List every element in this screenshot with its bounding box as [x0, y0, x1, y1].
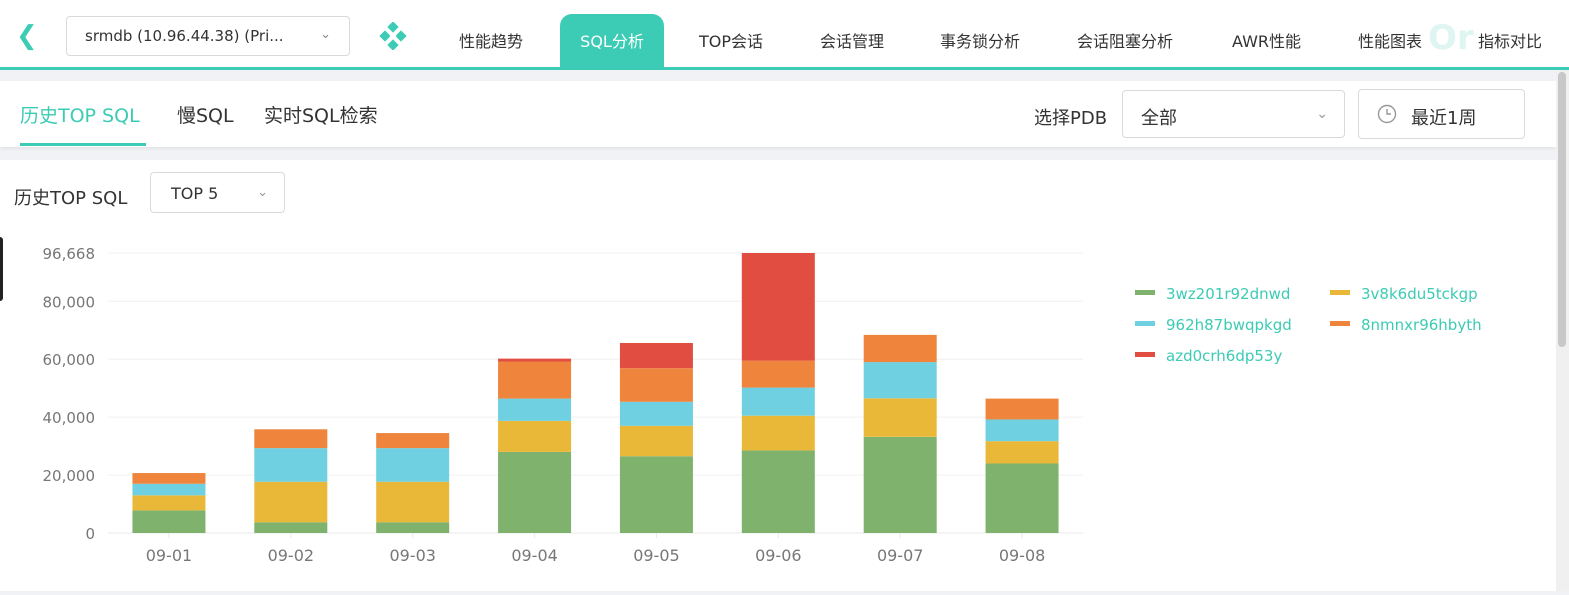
pdb-label: 选择PDB — [1034, 108, 1108, 129]
top-n-select-value: TOP 5 — [171, 184, 219, 203]
bar-segment — [498, 451, 572, 533]
bar-segment — [863, 398, 937, 437]
pdb-select-value: 全部 — [1141, 108, 1177, 129]
legend-label: azd0crh6dp53y — [1166, 347, 1282, 365]
stacked-bar-chart: 0 20,000 40,000 60,000 80,000 96,668 09-01 09-0… — [15, 238, 1532, 591]
tab-performance-trend[interactable]: 性能趋势 — [459, 32, 524, 51]
chevron-down-icon: ⌄ — [257, 185, 268, 200]
bar-segment — [985, 463, 1059, 533]
bar-segment — [254, 481, 328, 523]
tab-session-blocking-analysis[interactable]: 会话阻塞分析 — [1077, 32, 1174, 51]
legend-swatch — [1330, 321, 1350, 326]
bar-segment — [619, 368, 693, 402]
bar-segment — [985, 419, 1059, 442]
database-select-value: srmdb (10.96.44.38) (Pri... — [85, 27, 284, 45]
bar-segment — [741, 387, 815, 416]
scrollbar-thumb[interactable] — [1558, 72, 1566, 347]
tab-awr-performance[interactable]: AWR性能 — [1232, 32, 1302, 51]
chart-svg: 0 20,000 40,000 60,000 80,000 96,668 09-01 09-0… — [43, 245, 1482, 565]
bar-segment — [985, 441, 1059, 464]
chevron-down-icon: ⌄ — [1316, 106, 1328, 122]
bar-segment — [376, 481, 450, 523]
legend-swatch — [1135, 321, 1155, 326]
x-tick-label: 09-02 — [268, 546, 315, 565]
time-range-label: 最近1周 — [1411, 108, 1477, 129]
active-tab-underline — [20, 143, 146, 146]
bar-segment — [741, 415, 815, 451]
bar-segment — [376, 448, 450, 482]
y-tick-label: 0 — [85, 525, 95, 543]
bar-segment — [498, 398, 572, 421]
y-tick-label: 96,668 — [43, 245, 96, 263]
database-select[interactable]: srmdb (10.96.44.38) (Pri... ⌄ — [66, 16, 350, 56]
bar-segment — [132, 510, 206, 533]
page-scrollbar[interactable] — [1556, 70, 1569, 591]
tab-performance-charts[interactable]: 性能图表 — [1358, 32, 1423, 51]
bar-segment — [741, 253, 815, 361]
top-n-select[interactable]: TOP 5 ⌄ — [150, 172, 285, 213]
tab-metric-comparison[interactable]: 指标对比 — [1478, 32, 1543, 51]
tab-top-sessions[interactable]: TOP会话 — [699, 32, 764, 51]
bar-segment — [863, 362, 937, 399]
chevron-down-icon: ⌄ — [320, 27, 331, 42]
bar-segment — [619, 456, 693, 533]
subtab-history-top-sql[interactable]: 历史TOP SQL — [20, 105, 140, 127]
x-tick-label: 09-01 — [146, 546, 193, 565]
sub-navigation-bar: 历史TOP SQL 慢SQL 实时SQL检索 选择PDB 全部 ⌄ 最近1周 — [0, 81, 1556, 147]
bar-segment — [985, 398, 1059, 420]
time-range-button[interactable]: 最近1周 — [1358, 89, 1525, 139]
x-tick-label: 09-06 — [755, 546, 802, 565]
tab-transaction-lock-analysis[interactable]: 事务锁分析 — [940, 32, 1021, 51]
legend-swatch — [1135, 352, 1155, 357]
bar-segment — [132, 473, 206, 484]
legend-label: 3wz201r92dnwd — [1166, 285, 1290, 303]
bar-segment — [863, 334, 937, 363]
x-tick-label: 09-07 — [877, 546, 924, 565]
bar-segment — [498, 358, 572, 362]
brand-watermark: Or — [1428, 18, 1474, 58]
clock-icon — [1377, 104, 1397, 124]
legend-swatch — [1135, 290, 1155, 295]
bar-segment — [619, 401, 693, 426]
bar-segment — [619, 342, 693, 369]
bar-segment — [132, 483, 206, 496]
bar-segment — [741, 360, 815, 388]
legend-label: 8nmnxr96hbyth — [1361, 316, 1482, 334]
y-tick-label: 80,000 — [43, 293, 96, 311]
bar-segment — [254, 429, 328, 449]
bar-segment — [376, 522, 450, 533]
y-tick-label: 60,000 — [43, 351, 96, 369]
tab-session-management[interactable]: 会话管理 — [820, 32, 885, 51]
subtab-slow-sql[interactable]: 慢SQL — [177, 105, 234, 127]
tab-sql-analysis[interactable]: SQL分析 — [560, 14, 664, 68]
x-tick-label: 09-04 — [511, 546, 558, 565]
bar-segment — [741, 450, 815, 533]
back-icon[interactable]: ❮ — [16, 21, 38, 51]
x-tick-label: 09-08 — [999, 546, 1046, 565]
bar-segment — [376, 433, 450, 449]
legend-swatch — [1330, 290, 1350, 295]
legend-label: 3v8k6du5tckgp — [1361, 285, 1478, 303]
x-tick-label: 09-03 — [389, 546, 436, 565]
pdb-select[interactable]: 全部 ⌄ — [1122, 90, 1345, 138]
bar-segment — [498, 361, 572, 399]
app-logo-icon — [379, 22, 407, 50]
subtab-realtime-sql-search[interactable]: 实时SQL检索 — [264, 105, 378, 127]
top-navigation-bar: ❮ srmdb (10.96.44.38) (Pri... ⌄ 性能趋势 SQL… — [0, 0, 1569, 70]
bar-segment — [254, 522, 328, 533]
legend-label: 962h87bwqpkgd — [1166, 316, 1292, 334]
x-tick-label: 09-05 — [633, 546, 680, 565]
bar-segment — [863, 436, 937, 533]
y-tick-label: 40,000 — [43, 409, 96, 427]
bar-segment — [619, 425, 693, 457]
side-drawer-handle[interactable] — [0, 237, 3, 301]
bar-segment — [498, 420, 572, 452]
panel-title: 历史TOP SQL — [14, 188, 128, 209]
y-tick-label: 20,000 — [43, 467, 96, 485]
bar-segment — [254, 448, 328, 482]
bar-segment — [132, 495, 206, 511]
